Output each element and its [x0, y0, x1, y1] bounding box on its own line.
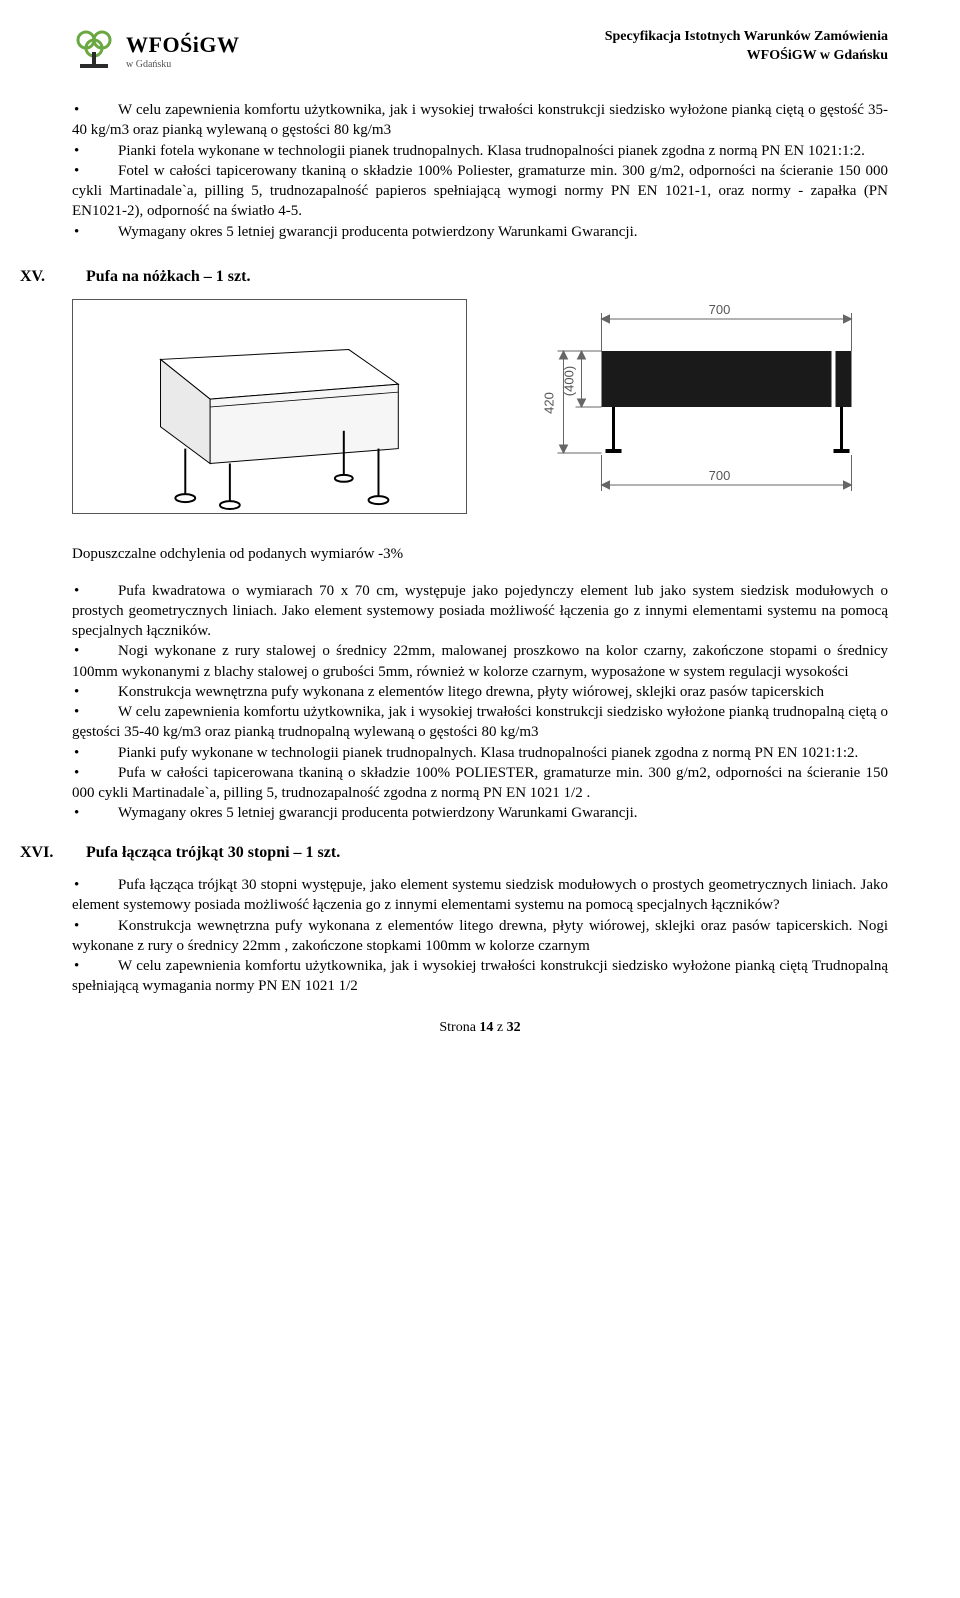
dim-height-outer: 420	[542, 392, 557, 414]
section-number: XVI.	[20, 842, 86, 864]
dim-top: 700	[709, 302, 731, 317]
section-title: Pufa łącząca trójkąt 30 stopni – 1 szt.	[86, 842, 340, 864]
bullet-item: Pufa kwadratowa o wymiarach 70 x 70 cm, …	[72, 581, 888, 642]
dim-height-inner: (400)	[562, 366, 577, 396]
tree-logo-icon	[72, 28, 118, 74]
bullet-item: Nogi wykonane z rury stalowej o średnicy…	[72, 641, 888, 682]
deviation-line: Dopuszczalne odchylenia od podanych wymi…	[72, 544, 888, 564]
xvi-content: Pufa łącząca trójkąt 30 stopni występuje…	[72, 875, 888, 997]
page-footer: Strona 14 z 32	[72, 1019, 888, 1038]
dim-bottom: 700	[709, 468, 731, 483]
bullet-item: Wymagany okres 5 letniej gwarancji produ…	[72, 803, 888, 823]
logo-title: WFOŚiGW	[126, 30, 240, 60]
section-number: XV.	[20, 266, 86, 288]
bullet-item: Pianki pufy wykonane w technologii piane…	[72, 743, 888, 763]
bullet-item: Fotel w całości tapicerowany tkaniną o s…	[72, 161, 888, 222]
bullet-item: Pufa łącząca trójkąt 30 stopni występuje…	[72, 875, 888, 916]
bullet-item: Konstrukcja wewnętrzna pufy wykonana z e…	[72, 682, 888, 702]
section-xv-heading: XV. Pufa na nóżkach – 1 szt.	[72, 266, 888, 288]
section-xvi-heading: XVI. Pufa łącząca trójkąt 30 stopni – 1 …	[72, 842, 888, 864]
xv-content: Dopuszczalne odchylenia od podanych wymi…	[72, 544, 888, 823]
header-line1: Specyfikacja Istotnych Warunków Zamówien…	[605, 28, 888, 47]
footer-mid: z	[493, 1020, 506, 1035]
footer-prefix: Strona	[439, 1020, 479, 1035]
bullet-item: W celu zapewnienia komfortu użytkownika,…	[72, 100, 888, 141]
bullet-item: W celu zapewnienia komfortu użytkownika,…	[72, 956, 888, 997]
bullet-item: W celu zapewnienia komfortu użytkownika,…	[72, 702, 888, 743]
bullet-item: Wymagany okres 5 letniej gwarancji produ…	[72, 222, 888, 242]
figure-row: 700	[72, 299, 888, 514]
figure-isometric	[72, 299, 467, 514]
footer-page: 14	[479, 1020, 493, 1035]
header-right: Specyfikacja Istotnych Warunków Zamówien…	[605, 28, 888, 66]
logo-subtitle: w Gdańsku	[126, 58, 240, 72]
header-line2: WFOŚiGW w Gdańsku	[605, 47, 888, 66]
intro-bullets: W celu zapewnienia komfortu użytkownika,…	[72, 100, 888, 242]
logo-block: WFOŚiGW w Gdańsku	[72, 28, 240, 74]
section-title: Pufa na nóżkach – 1 szt.	[86, 266, 250, 288]
logo-text-wrap: WFOŚiGW w Gdańsku	[126, 30, 240, 71]
page-header: WFOŚiGW w Gdańsku Specyfikacja Istotnych…	[72, 28, 888, 74]
bullet-item: Pufa w całości tapicerowana tkaniną o sk…	[72, 763, 888, 804]
bullet-item: Pianki fotela wykonane w technologii pia…	[72, 141, 888, 161]
bullet-item: Konstrukcja wewnętrzna pufy wykonana z e…	[72, 916, 888, 957]
figure-dimensions: 700	[495, 299, 888, 514]
footer-total: 32	[507, 1020, 521, 1035]
